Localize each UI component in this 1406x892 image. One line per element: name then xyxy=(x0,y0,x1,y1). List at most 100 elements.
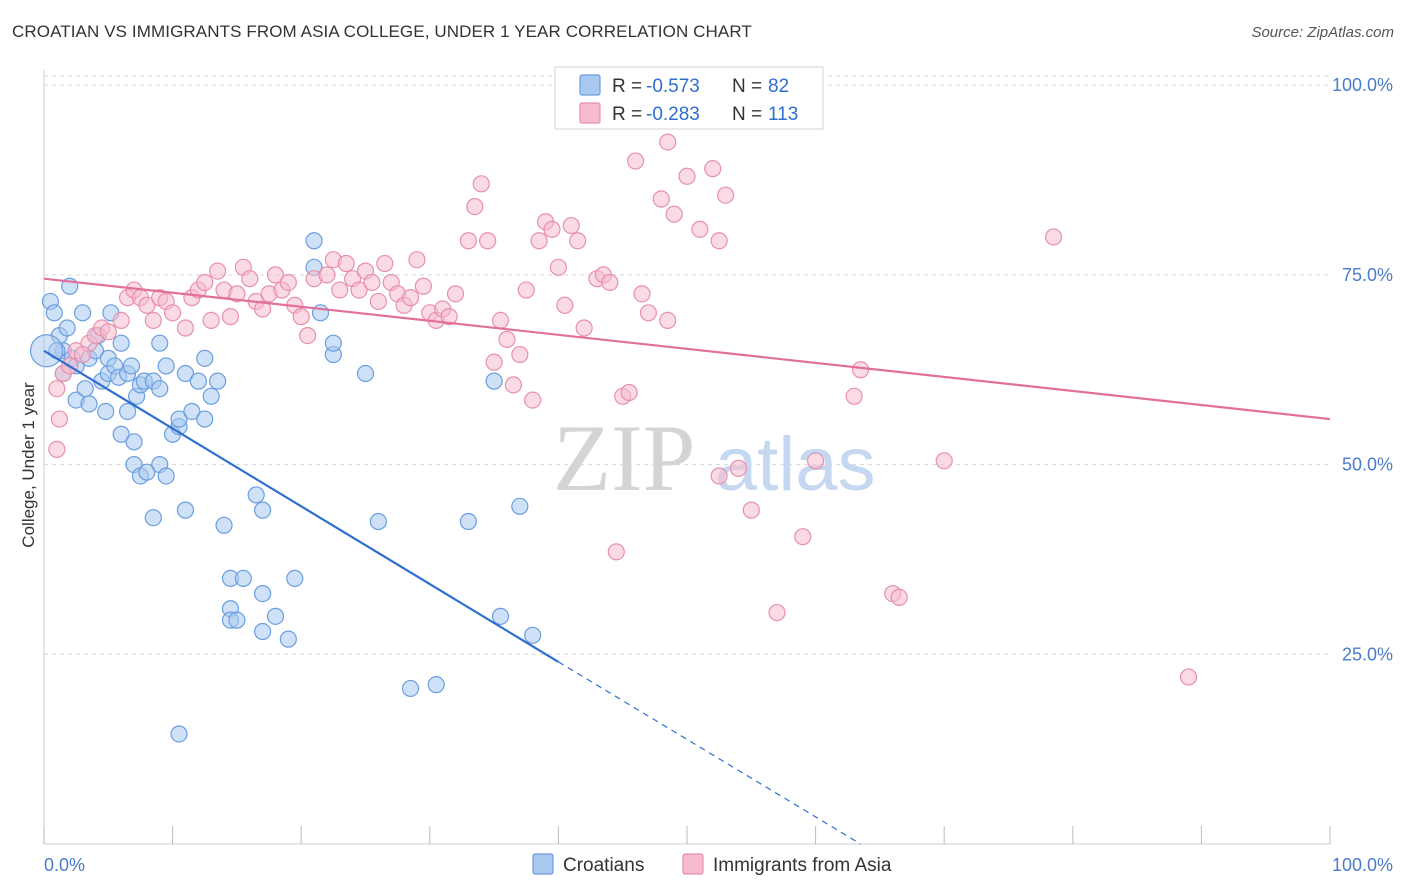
blue-data-point xyxy=(286,569,304,588)
pink-data-point xyxy=(331,281,349,299)
pink-data-point xyxy=(446,285,465,303)
blue-data-point xyxy=(176,364,195,383)
blue-data-point xyxy=(356,364,375,383)
pink-data-point xyxy=(376,254,394,273)
pink-data-point xyxy=(50,410,69,428)
data-points xyxy=(29,133,1198,743)
pink-data-point xyxy=(575,319,593,337)
blue-trend-line xyxy=(43,349,559,663)
blue-data-point xyxy=(279,630,297,648)
blue-data-point xyxy=(189,372,207,390)
pink-data-point xyxy=(530,232,548,250)
pink-data-point xyxy=(99,323,117,341)
pink-data-point xyxy=(176,319,195,337)
pink-data-point xyxy=(138,296,156,314)
blue-data-point xyxy=(73,304,92,322)
pink-data-point xyxy=(659,133,677,151)
pink-data-point xyxy=(48,440,66,459)
blue-data-point xyxy=(266,607,285,625)
pink-data-point xyxy=(164,304,182,322)
blue-data-point xyxy=(247,486,265,504)
pink-data-point xyxy=(562,216,580,235)
pink-data-point xyxy=(112,311,130,330)
blue-data-point xyxy=(305,232,323,250)
blue-data-point xyxy=(324,334,342,352)
blue-data-point xyxy=(234,569,252,588)
pink-data-point xyxy=(620,383,638,402)
blue-data-point xyxy=(144,509,162,527)
pink-data-point xyxy=(794,528,812,546)
blue-data-point xyxy=(118,402,137,421)
legend-swatch xyxy=(579,102,601,124)
chart-title: CROATIAN VS IMMIGRANTS FROM ASIA COLLEGE… xyxy=(12,22,752,41)
y-tick-label: 100.0% xyxy=(1332,75,1393,95)
blue-data-point xyxy=(254,501,272,519)
pink-data-point xyxy=(543,220,561,238)
bottom-legend-swatch xyxy=(532,853,554,875)
blue-data-point xyxy=(196,410,214,428)
blue-data-point xyxy=(176,501,195,519)
blue-data-point xyxy=(401,679,420,698)
pink-data-point xyxy=(691,220,709,238)
pink-data-point xyxy=(626,152,645,170)
legend-n-label: N = xyxy=(732,76,762,97)
legend-r-label: R = xyxy=(612,76,642,97)
blue-data-point xyxy=(112,334,130,352)
pink-data-point xyxy=(401,289,420,307)
pink-data-point xyxy=(498,330,516,348)
pink-data-point xyxy=(890,588,908,606)
blue-data-point xyxy=(228,611,246,629)
blue-data-point xyxy=(45,304,63,322)
pink-data-point xyxy=(350,281,368,299)
pink-data-point xyxy=(479,232,497,250)
blue-data-point xyxy=(112,425,130,443)
pink-data-point xyxy=(639,304,658,322)
pink-data-point xyxy=(601,273,619,292)
pink-data-point xyxy=(414,277,432,295)
legend-r-label: R = xyxy=(612,104,642,125)
source-label: Source: ZipAtlas.com xyxy=(1251,24,1394,41)
blue-data-point xyxy=(125,433,143,451)
pink-data-point xyxy=(440,308,458,326)
pink-data-point xyxy=(665,205,683,223)
bottom-legend: Croatians Immigrants from Asia xyxy=(532,853,892,876)
pink-data-point xyxy=(729,459,748,477)
pink-data-point xyxy=(1044,228,1063,246)
legend-n-label: N = xyxy=(732,104,762,125)
blue-data-point xyxy=(427,676,445,694)
legend-swatch xyxy=(579,74,601,96)
pink-data-point xyxy=(318,266,336,284)
pink-data-point xyxy=(659,311,677,330)
pink-data-point xyxy=(549,258,568,276)
pink-data-point xyxy=(241,270,259,288)
pink-data-point xyxy=(845,387,863,405)
pink-data-point xyxy=(221,308,240,326)
pink-data-point xyxy=(48,380,66,398)
blue-data-point xyxy=(524,626,542,644)
x-tick-label: 100.0% xyxy=(1332,855,1393,875)
bottom-legend-label: Immigrants from Asia xyxy=(713,855,892,876)
pink-data-point xyxy=(279,273,297,292)
blue-data-point xyxy=(170,725,188,743)
watermark: ZIP atlas xyxy=(553,405,876,511)
pink-data-point xyxy=(852,361,870,379)
blue-data-point xyxy=(485,372,503,390)
pink-data-point xyxy=(491,311,510,330)
blue-trend-extension xyxy=(558,661,861,845)
pink-data-point xyxy=(459,232,477,250)
pink-data-point xyxy=(363,273,381,292)
pink-data-point xyxy=(716,186,735,204)
pink-data-point xyxy=(569,232,587,250)
blue-data-point xyxy=(97,402,115,421)
blue-data-point xyxy=(157,357,175,375)
pink-data-point xyxy=(292,308,310,326)
trend-lines xyxy=(43,277,1331,845)
pink-data-point xyxy=(466,197,484,216)
pink-data-point xyxy=(524,391,542,409)
pink-data-point xyxy=(254,300,272,318)
axes: 25.0% 50.0% 75.0% 100.0% 0.0% 100.0% xyxy=(43,70,1393,875)
blue-data-point xyxy=(170,410,188,428)
bottom-legend-label: Croatians xyxy=(563,855,644,876)
pink-data-point xyxy=(209,262,227,280)
